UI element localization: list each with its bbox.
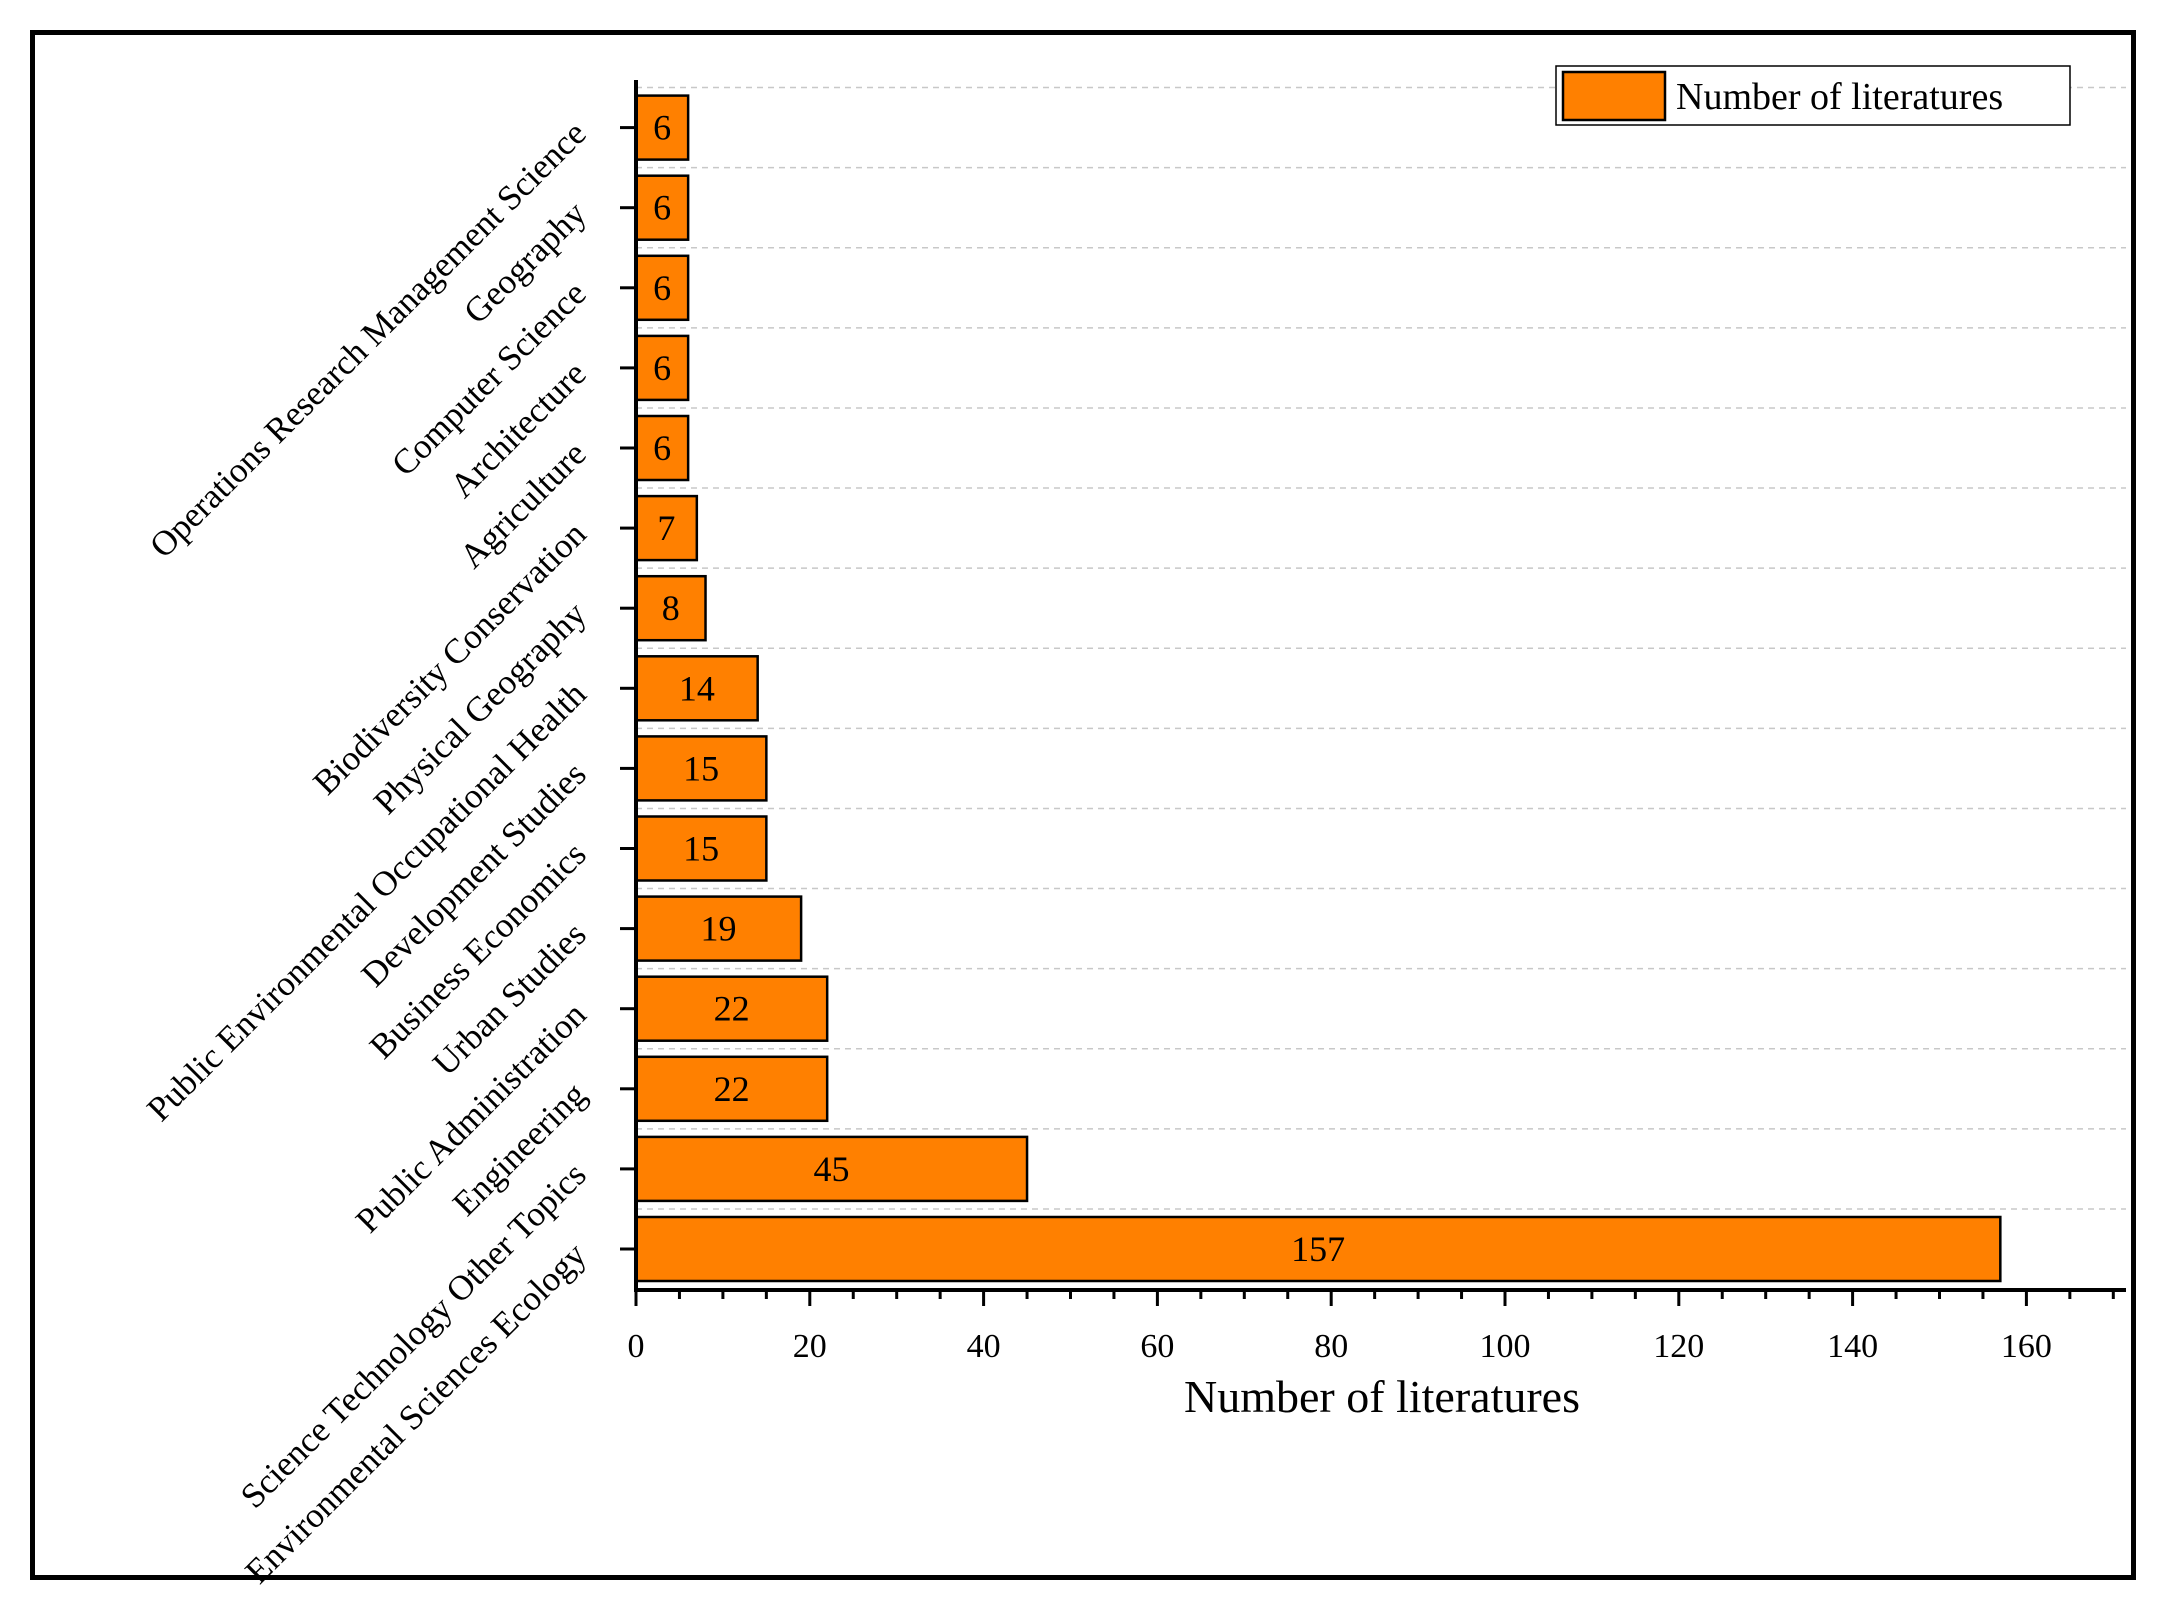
bar	[634, 254, 690, 322]
bar-value-label: 6	[653, 188, 671, 228]
x-tick-label: 120	[1653, 1328, 1704, 1365]
category-label: Science Technology Other Topics	[233, 1155, 594, 1516]
figure-frame	[30, 30, 2136, 1580]
legend-swatch	[1561, 70, 1667, 122]
bar	[634, 1135, 1029, 1203]
bar-value-label: 15	[683, 748, 719, 788]
bar-value-label: 6	[653, 108, 671, 148]
bar-value-label: 6	[653, 428, 671, 468]
bar-value-label: 19	[701, 909, 737, 949]
grid-lines	[636, 86, 2126, 1210]
bar-value-label: 15	[683, 829, 719, 869]
legend-label: Number of literatures	[1676, 76, 2003, 118]
category-label: Environmental Sciences Ecology	[238, 1235, 594, 1591]
axes: 0 20 40 60 80 100 120 140 160	[620, 80, 2126, 1365]
bars: 157 45 22 22 19 15 15 14 8 7 6 6 6 6 6	[634, 94, 2002, 1283]
bar	[634, 815, 768, 882]
x-tick-label: 160	[2001, 1328, 2052, 1365]
bar-value-label: 7	[657, 508, 675, 548]
bar	[634, 334, 690, 402]
bar-value-label: 14	[679, 668, 715, 708]
bar	[634, 1055, 829, 1123]
bar-value-label: 157	[1291, 1229, 1345, 1269]
bar-value-label: 22	[714, 989, 750, 1029]
bar-value-label: 6	[653, 268, 671, 308]
bar-value-label: 22	[714, 1069, 750, 1109]
bar	[634, 494, 699, 562]
x-axis-label: Number of literatures	[1184, 1371, 1580, 1422]
x-tick-label: 60	[1140, 1328, 1174, 1365]
bar	[634, 414, 690, 482]
legend: Number of literatures	[1555, 65, 2071, 126]
bar-value-label: 8	[662, 588, 680, 628]
x-tick-label: 40	[967, 1328, 1001, 1365]
x-tick-label: 20	[793, 1328, 827, 1365]
x-tick-label: 0	[628, 1328, 645, 1365]
x-tick-label: 100	[1480, 1328, 1531, 1365]
bar	[634, 975, 829, 1042]
bar-value-label: 45	[814, 1149, 850, 1189]
bar-value-label: 6	[653, 348, 671, 388]
x-tick-label: 140	[1827, 1328, 1878, 1365]
x-tick-label: 80	[1314, 1328, 1348, 1365]
bar	[634, 1215, 2002, 1283]
